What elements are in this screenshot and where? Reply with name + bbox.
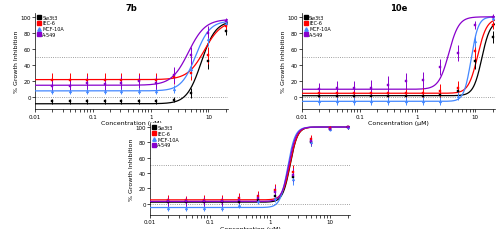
Legend: Sw3t3, IEC-6, MCF-10A, A-549: Sw3t3, IEC-6, MCF-10A, A-549 xyxy=(303,15,332,38)
Legend: Sw3t3, IEC-6, MCF-10A, A-549: Sw3t3, IEC-6, MCF-10A, A-549 xyxy=(152,125,180,148)
X-axis label: Concentration (μM): Concentration (μM) xyxy=(220,226,280,229)
Title: 7b: 7b xyxy=(126,4,138,13)
Title: 10e: 10e xyxy=(390,4,407,13)
Y-axis label: % Growth Inhibition: % Growth Inhibition xyxy=(14,31,19,93)
X-axis label: Concentration (μM): Concentration (μM) xyxy=(101,120,162,125)
Y-axis label: % Growth Inhibition: % Growth Inhibition xyxy=(129,138,134,201)
X-axis label: Concentration (μM): Concentration (μM) xyxy=(368,120,429,125)
Legend: Sw3t3, IEC-6, MCF-10A, A-549: Sw3t3, IEC-6, MCF-10A, A-549 xyxy=(36,15,64,38)
Y-axis label: % Growth Inhibition: % Growth Inhibition xyxy=(280,31,285,93)
